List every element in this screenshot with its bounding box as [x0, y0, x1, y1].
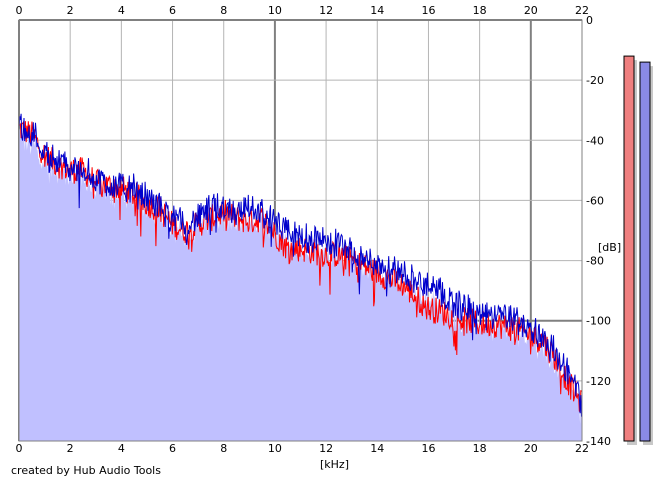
x-tick-label-bottom: 10 [268, 442, 282, 455]
y-tick-label: -20 [586, 74, 604, 87]
x-tick-label-bottom: 0 [16, 442, 23, 455]
y-tick-label: -120 [586, 375, 611, 388]
x-tick-label-top: 10 [268, 4, 282, 17]
y-tick-label: -100 [586, 315, 611, 328]
x-tick-label-top: 22 [575, 4, 589, 17]
x-tick-labels-bottom: 0 2 4 6 8 10 12 14 16 18 20 22 [16, 442, 590, 455]
x-tick-label-top: 0 [16, 4, 23, 17]
spectrum-fill [19, 125, 582, 442]
level-meters [623, 55, 653, 445]
x-tick-label-top: 4 [118, 4, 125, 17]
x-tick-label-top: 6 [169, 4, 176, 17]
y-tick-label: -40 [586, 134, 604, 147]
x-tick-label-top: 12 [319, 4, 333, 17]
x-tick-label-bottom: 4 [118, 442, 125, 455]
plot-border [18, 19, 583, 442]
x-tick-label-top: 2 [67, 4, 74, 17]
x-tick-label-bottom: 8 [220, 442, 227, 455]
plot-frame [18, 19, 583, 442]
x-tick-label-bottom: 14 [370, 442, 384, 455]
x-tick-labels-top: 0 2 4 6 8 10 12 14 16 18 20 22 [16, 4, 590, 17]
credit-text: created by Hub Audio Tools [11, 464, 161, 477]
x-tick-label-bottom: 22 [575, 442, 589, 455]
x-tick-label-bottom: 6 [169, 442, 176, 455]
x-tick-label-bottom: 18 [473, 442, 487, 455]
x-axis-label: [kHz] [320, 458, 349, 471]
y-tick-label: -140 [586, 435, 611, 448]
x-tick-label-top: 14 [370, 4, 384, 17]
x-tick-label-top: 16 [421, 4, 435, 17]
x-tick-label-bottom: 20 [524, 442, 538, 455]
spectrum-lines [18, 113, 582, 417]
x-tick-label-bottom: 2 [67, 442, 74, 455]
y-tick-label: -60 [586, 194, 604, 207]
y-tick-labels: 0 -20 -40 -60 -80 -100 -120 -140 [586, 14, 611, 448]
series-line-channel-2 [18, 113, 582, 417]
x-tick-label-top: 18 [473, 4, 487, 17]
y-axis-label: [dB] [598, 241, 622, 254]
level-meter-bar [623, 55, 635, 442]
y-tick-label: -80 [586, 255, 604, 268]
x-tick-label-bottom: 16 [421, 442, 435, 455]
level-meter-bar [639, 61, 651, 442]
x-tick-label-top: 8 [220, 4, 227, 17]
y-tick-label: 0 [586, 14, 593, 27]
x-tick-label-bottom: 12 [319, 442, 333, 455]
series-line-channel-1 [18, 120, 582, 413]
x-tick-label-top: 20 [524, 4, 538, 17]
spectrum-fill-layer [19, 125, 582, 442]
